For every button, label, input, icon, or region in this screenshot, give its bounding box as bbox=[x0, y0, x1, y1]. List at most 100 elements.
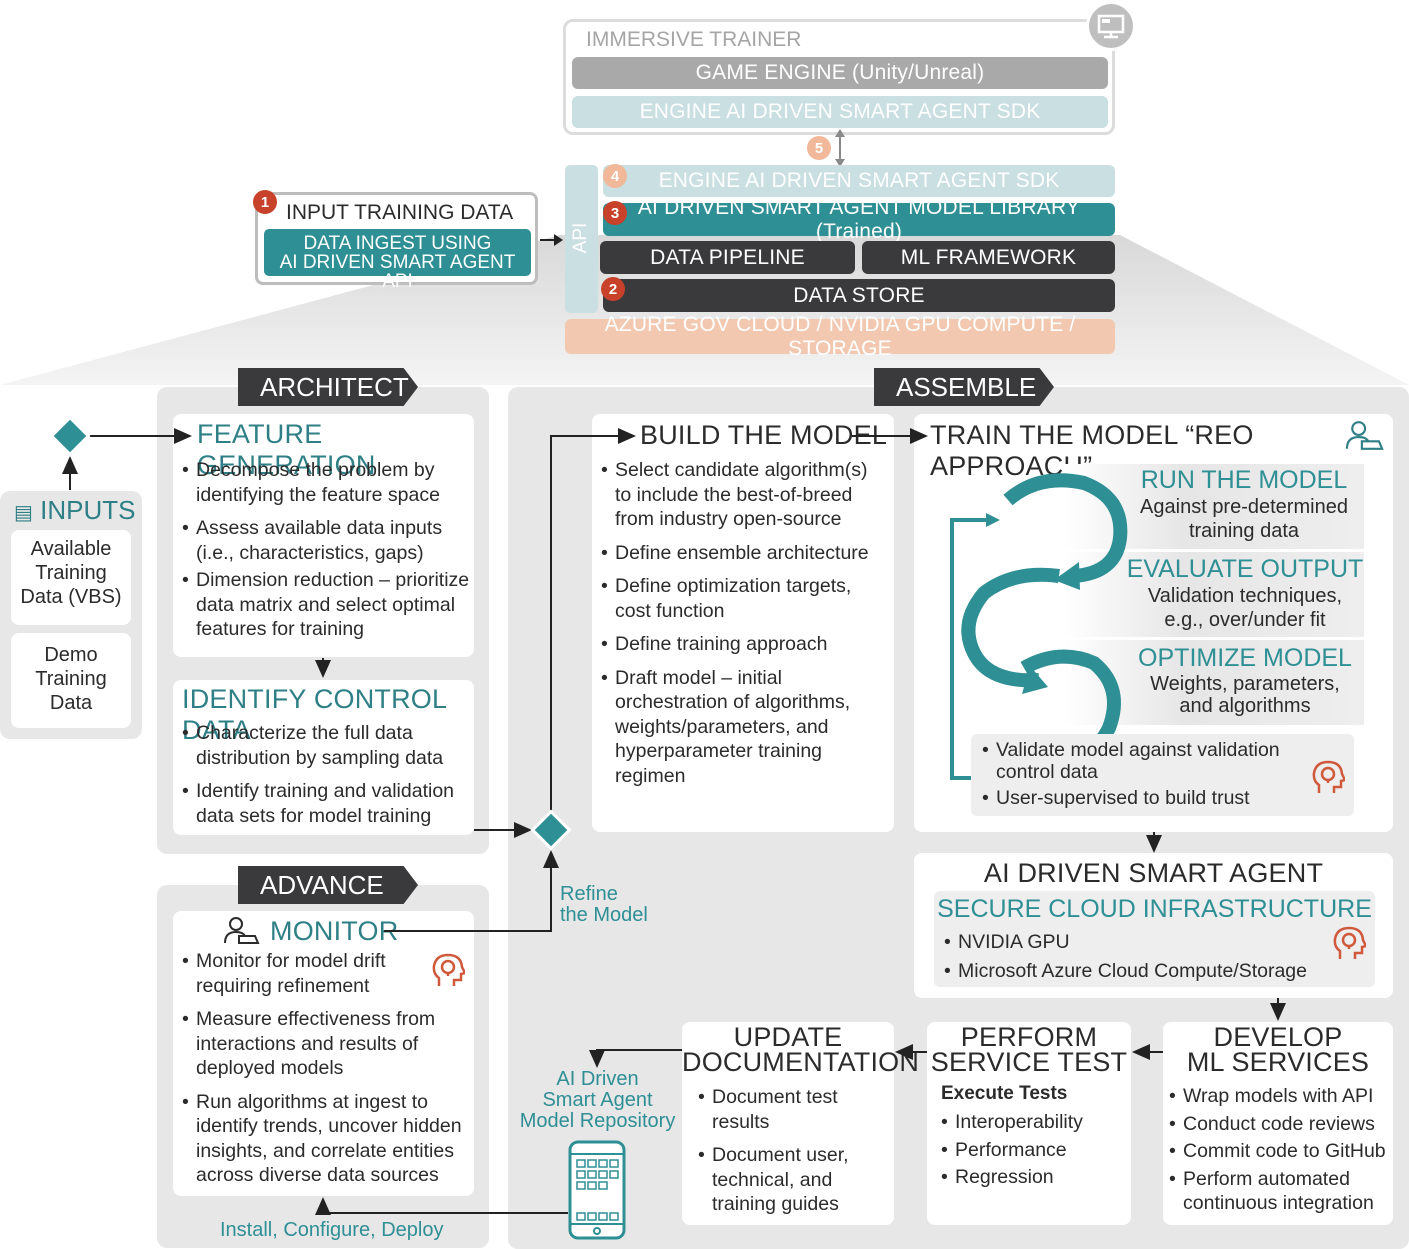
monitor-card: MONITOR Monitor for model drift requirin… bbox=[173, 911, 474, 1196]
input-item1-line1: Available bbox=[30, 538, 112, 560]
update-title: UPDATE DOCUMENTATION bbox=[682, 1022, 920, 1077]
head-gear-icon-2 bbox=[1311, 759, 1347, 800]
data-ingest-line2: AI DRIVEN SMART AGENT API bbox=[279, 252, 516, 292]
data-ingest-line1: DATA INGEST USING bbox=[303, 233, 492, 254]
update-card: UPDATE DOCUMENTATION Document test resul… bbox=[682, 1022, 920, 1226]
perform-list: Interoperability Performance Regression bbox=[941, 1110, 1126, 1199]
develop-bullet-3: Commit code to GitHub bbox=[1169, 1139, 1391, 1164]
monitor-bullet-3: Run algorithms at ingest to identify tre… bbox=[182, 1090, 476, 1188]
demo-training-data-card: Demo Training Data bbox=[11, 633, 131, 728]
input-item2-line2: Training bbox=[35, 668, 107, 690]
model-repository-label: AI Driven Smart Agent Model Repository bbox=[515, 1069, 680, 1132]
double-arrow-icon bbox=[835, 129, 845, 167]
train-model-card: TRAIN THE MODEL “REO APPROACH” RUN THE M… bbox=[914, 414, 1393, 832]
monitor-title: MONITOR bbox=[270, 916, 399, 946]
develop-bullet-4: Perform automated continuous integration bbox=[1169, 1167, 1391, 1216]
build-model-card: BUILD THE MODEL Select candidate algorit… bbox=[592, 414, 894, 832]
architect-tab: ARCHITECT bbox=[238, 368, 418, 406]
input-item1-line3: Data (VBS) bbox=[20, 586, 122, 608]
immersive-trainer-title: IMMERSIVE TRAINER bbox=[586, 28, 802, 51]
update-list: Document test results Document user, tec… bbox=[698, 1085, 878, 1226]
build-bullet-3: Define optimization targets, cost functi… bbox=[601, 574, 886, 623]
feature-bullet-2: Assess available data inputs (i.e., char… bbox=[182, 516, 472, 565]
optimize-model-text: Weights, parameters, and algorithms bbox=[1114, 673, 1376, 717]
run-model-text: Against pre-determined training data bbox=[1114, 495, 1374, 543]
validate-bullet-2: User-supervised to build trust bbox=[982, 787, 1302, 809]
install-configure-deploy-label: Install, Configure, Deploy bbox=[220, 1219, 444, 1241]
head-gear-icon-3 bbox=[1332, 925, 1368, 966]
monitor-list: Monitor for model drift requiring refine… bbox=[182, 949, 462, 1197]
perform-title-line2: SERVICE TEST bbox=[930, 1047, 1128, 1077]
perform-bullet-1: Interoperability bbox=[941, 1110, 1126, 1135]
available-training-data-card: Available Training Data (VBS) bbox=[11, 530, 131, 625]
control-bullet-2: Identify training and validation data se… bbox=[182, 779, 472, 828]
identify-control-data-card: IDENTIFY CONTROL DATA Characterize the f… bbox=[173, 680, 474, 835]
update-title-line2: DOCUMENTATION bbox=[682, 1047, 920, 1077]
badge-3: 3 bbox=[603, 201, 627, 225]
immersive-engine-sdk-bar: ENGINE AI DRIVEN SMART AGENT SDK bbox=[572, 96, 1108, 128]
eval-text-line1: Validation techniques, bbox=[1147, 585, 1343, 607]
update-bullet-1: Document test results bbox=[698, 1085, 842, 1134]
badge-2: 2 bbox=[601, 277, 625, 301]
refine-line2: the Model bbox=[560, 904, 648, 926]
validate-list: Validate model against validation contro… bbox=[982, 739, 1302, 813]
run-text-line2: training data bbox=[1188, 520, 1300, 542]
build-bullet-5: Draft model – initial orchestration of a… bbox=[601, 666, 870, 789]
refine-line1: Refine bbox=[560, 883, 618, 905]
build-bullet-1: Select candidate algorithm(s) to include… bbox=[601, 458, 875, 532]
badge-4: 4 bbox=[603, 164, 627, 188]
update-bullet-2: Document user, technical, and training g… bbox=[698, 1143, 872, 1217]
perform-title-line1: PERFORM bbox=[960, 1022, 1098, 1052]
monitor-bullet-1: Monitor for model drift requiring refine… bbox=[182, 949, 416, 998]
assemble-tab: ASSEMBLE bbox=[874, 368, 1054, 406]
feature-generation-card: FEATURE GENERATION Decompose the problem… bbox=[173, 414, 474, 657]
input-item2-line3: Data bbox=[49, 692, 93, 714]
build-bullet-4: Define training approach bbox=[601, 632, 886, 657]
update-title-line1: UPDATE bbox=[733, 1022, 843, 1052]
inputs-title: ▤ INPUTS bbox=[14, 495, 135, 526]
data-store-bar: DATA STORE bbox=[603, 279, 1115, 312]
repo-line3: Model Repository bbox=[519, 1110, 676, 1132]
immersive-trainer-box: IMMERSIVE TRAINER GAME ENGINE (Unity/Unr… bbox=[563, 19, 1115, 135]
phone-icon bbox=[568, 1140, 626, 1245]
badge-5: 5 bbox=[807, 136, 831, 160]
platform-bullet-2: Microsoft Azure Cloud Compute/Storage bbox=[944, 959, 1324, 984]
optimize-model-title: OPTIMIZE MODEL bbox=[1138, 644, 1352, 672]
evaluate-output-title: EVALUATE OUTPUT bbox=[1126, 555, 1364, 583]
user-laptop-icon-2 bbox=[1342, 420, 1386, 457]
control-bullet-1: Characterize the full data distribution … bbox=[182, 721, 472, 770]
document-icon: ▤ bbox=[14, 502, 33, 524]
develop-title-line1: DEVELOP bbox=[1213, 1022, 1343, 1052]
identify-control-data-list: Characterize the full data distribution … bbox=[182, 721, 472, 837]
develop-title-line2: ML SERVICES bbox=[1186, 1047, 1370, 1077]
repo-line1: AI Driven bbox=[556, 1068, 639, 1090]
model-library-bar: AI DRIVEN SMART AGENT MODEL LIBRARY (Tra… bbox=[603, 196, 1115, 243]
inputs-title-text: INPUTS bbox=[40, 495, 136, 525]
develop-bullet-1: Wrap models with API bbox=[1169, 1084, 1391, 1109]
perform-bullet-3: Regression bbox=[941, 1165, 1126, 1190]
input-training-data-title: INPUT TRAINING DATA bbox=[286, 201, 514, 224]
develop-bullet-2: Conduct code reviews bbox=[1169, 1112, 1391, 1137]
validate-bullet-1: Validate model against validation contro… bbox=[982, 739, 1302, 783]
head-gear-icon bbox=[431, 952, 467, 993]
input-item1-line2: Training bbox=[35, 562, 107, 584]
validate-box: Validate model against validation contro… bbox=[971, 734, 1354, 816]
build-model-list: Select candidate algorithm(s) to include… bbox=[601, 458, 886, 797]
build-bullet-2: Define ensemble architecture bbox=[601, 541, 886, 566]
eval-text-line2: e.g., over/under fit bbox=[1164, 609, 1326, 631]
perform-bullet-2: Performance bbox=[941, 1138, 1126, 1163]
monitor-bullet-2: Measure effectiveness from interactions … bbox=[182, 1007, 437, 1081]
stack-engine-sdk-bar: ENGINE AI DRIVEN SMART AGENT SDK bbox=[603, 165, 1115, 197]
perform-card: PERFORM SERVICE TEST Execute Tests Inter… bbox=[927, 1022, 1131, 1225]
input-item2-line1: Demo bbox=[44, 644, 98, 666]
platform-card: AI DRIVEN SMART AGENT PLATFORM SECURE CL… bbox=[914, 853, 1393, 998]
arrow-right-icon bbox=[540, 234, 563, 246]
api-label: API bbox=[570, 222, 591, 254]
api-bar: API bbox=[565, 165, 598, 313]
monitor-icon bbox=[1086, 1, 1136, 51]
perform-title: PERFORM SERVICE TEST bbox=[927, 1022, 1131, 1077]
platform-list: NVIDIA GPU Microsoft Azure Cloud Compute… bbox=[944, 930, 1324, 987]
cloud-bar: AZURE GOV CLOUD / NVIDIA GPU COMPUTE / S… bbox=[565, 313, 1115, 360]
execute-tests-label: Execute Tests bbox=[941, 1083, 1068, 1104]
secure-cloud-title: SECURE CLOUD INFRASTRUCTURE bbox=[937, 895, 1372, 923]
